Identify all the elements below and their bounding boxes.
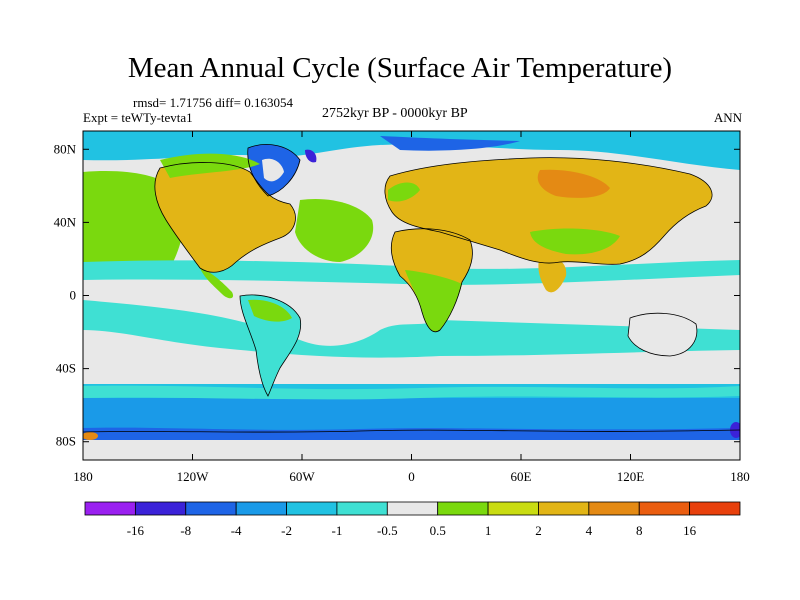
colorbar-label: -1 [332, 523, 343, 538]
colorbar-label: -4 [231, 523, 242, 538]
colorbar-swatch [134, 501, 187, 516]
australia [628, 313, 697, 356]
greenland-interior [262, 158, 284, 182]
rmsd-diff-stats: rmsd= 1.71756 diff= 0.163054 [133, 95, 293, 110]
lat-tick-label: 40N [54, 214, 77, 229]
lon-tick-label: 120W [177, 469, 210, 484]
colorbar-label: -16 [127, 523, 145, 538]
colorbar-swatch [286, 501, 338, 516]
colorbar-label: 8 [636, 523, 643, 538]
experiment-label: Expt = teWTy-tevta1 [83, 110, 193, 125]
colorbar-swatch [588, 501, 640, 516]
latitude-axis: 80N 40N 0 40S 80S [54, 141, 740, 449]
colorbar-swatch [437, 501, 489, 516]
lon-tick-label: 60E [511, 469, 532, 484]
colorbar: -16 -8 -4 -2 -1 -0.5 0.5 1 2 4 8 16 [84, 501, 741, 538]
map-field [83, 131, 740, 460]
antarctic-warm-spot [83, 432, 98, 440]
colorbar-label: 16 [683, 523, 697, 538]
coastlines [83, 144, 740, 433]
europe-green [388, 182, 420, 202]
colorbar-swatch [689, 501, 741, 516]
lat-tick-label: 80S [56, 434, 76, 449]
lat-tick-label: 80N [54, 141, 77, 156]
colorbar-swatch [386, 501, 439, 516]
lon-tick-label: 180 [73, 469, 93, 484]
arctic-blue-patch [380, 136, 520, 151]
canada-green [160, 153, 260, 178]
colorbar-label: 1 [485, 523, 492, 538]
lon-tick-label: 180 [730, 469, 750, 484]
amazon-green [248, 299, 292, 322]
central-america [200, 268, 234, 299]
colorbar-swatch [185, 501, 237, 516]
colorbar-swatch [84, 501, 136, 516]
colorbar-label: -0.5 [377, 523, 398, 538]
south-subtropical-cyan [83, 300, 740, 358]
colorbar-swatch [638, 501, 691, 516]
north-america-warm [154, 162, 296, 273]
lon-tick-label: 120E [617, 469, 645, 484]
colorbar-swatch [336, 501, 388, 516]
lon-tick-label: 60W [289, 469, 315, 484]
season-label: ANN [713, 110, 742, 125]
india-warm [538, 255, 567, 293]
colorbar-label: 0.5 [430, 523, 446, 538]
lat-tick-label: 0 [70, 288, 77, 303]
colorbar-label: -2 [281, 523, 292, 538]
antarctic-interior [83, 440, 740, 460]
southern-africa-green [405, 270, 462, 332]
north-atlantic-green [295, 198, 374, 262]
tibet-green [530, 228, 620, 255]
lon-tick-label: 0 [408, 469, 415, 484]
time-period-label: 2752kyr BP - 0000kyr BP [322, 106, 468, 121]
arctic-purple-spot [305, 149, 317, 163]
colorbar-label: -8 [180, 523, 191, 538]
longitude-axis: 180 120W 60W 0 60E 120E 180 [73, 131, 750, 484]
lat-tick-label: 40S [56, 361, 76, 376]
figure-title: Mean Annual Cycle (Surface Air Temperatu… [127, 52, 673, 84]
siberia-hot-spot [537, 169, 610, 198]
colorbar-label: 4 [586, 523, 593, 538]
southern-ocean-cyan-streak [83, 385, 740, 400]
arctic-cool-band [83, 131, 740, 170]
colorbar-swatch [235, 501, 287, 516]
colorbar-label: 2 [535, 523, 542, 538]
colorbar-swatch [538, 501, 590, 516]
colorbar-swatch [487, 501, 539, 516]
